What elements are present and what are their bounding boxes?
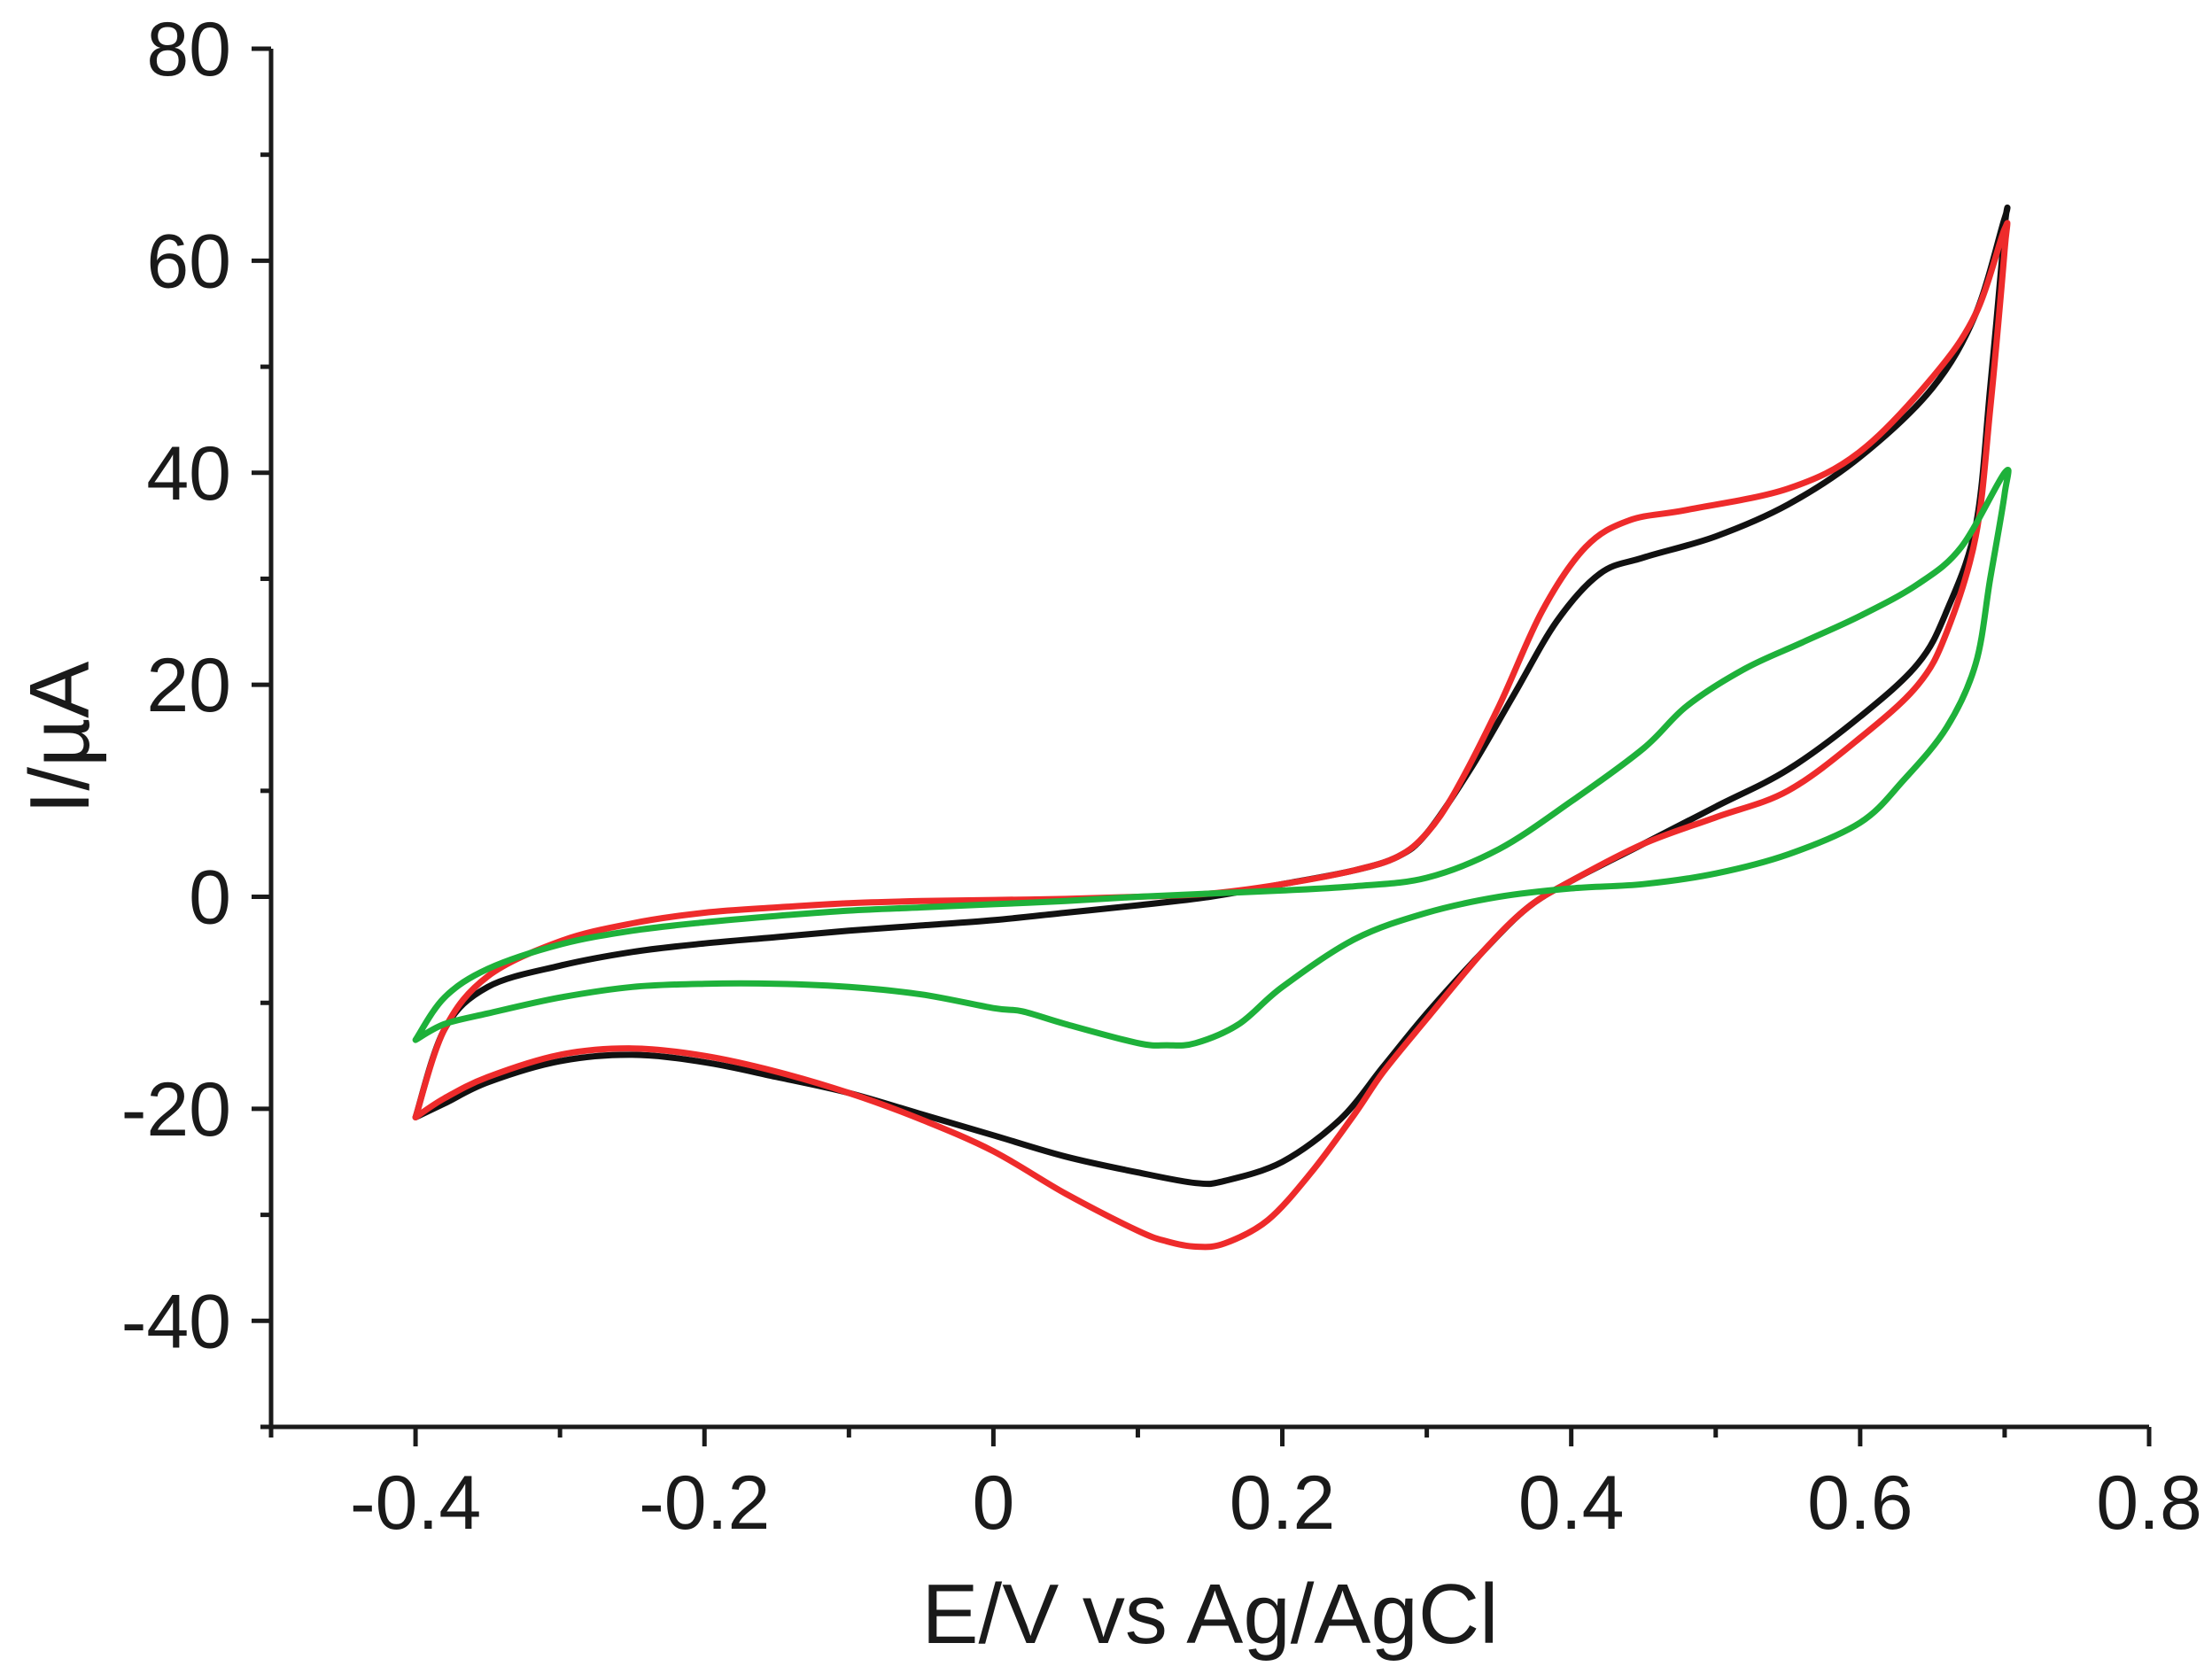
x-tick-label: 0.2 bbox=[1230, 1461, 1336, 1546]
axis-ticks bbox=[252, 46, 2152, 1446]
x-tick-label: 0.8 bbox=[2096, 1461, 2202, 1546]
x-tick-label: 0.6 bbox=[1807, 1461, 1913, 1546]
y-tick-label: -20 bbox=[121, 1067, 231, 1152]
y-axis-title: I/µA bbox=[12, 662, 107, 815]
y-tick-label: 60 bbox=[146, 219, 231, 304]
x-tick-label: 0 bbox=[972, 1461, 1014, 1546]
data-series bbox=[412, 205, 2012, 1251]
y-tick-label: -40 bbox=[121, 1279, 231, 1364]
x-tick-label: 0.4 bbox=[1518, 1461, 1625, 1546]
series-line-red bbox=[412, 220, 2011, 1251]
y-tick-label: 40 bbox=[146, 431, 231, 516]
y-tick-label: 20 bbox=[146, 643, 231, 728]
x-tick-label: -0.2 bbox=[639, 1461, 770, 1546]
y-tick-label: 80 bbox=[146, 7, 231, 92]
series-line-green bbox=[412, 467, 2012, 1049]
x-axis-title: E/V vs Ag/AgCl bbox=[922, 1567, 1499, 1662]
x-tick-label: -0.4 bbox=[350, 1461, 481, 1546]
axis-tick-labels: -0.4 -0.2 0 0.2 0.4 0.6 0.8 -40 -20 0 20 40 60 80 bbox=[121, 7, 2202, 1546]
y-tick-label: 0 bbox=[189, 856, 231, 941]
